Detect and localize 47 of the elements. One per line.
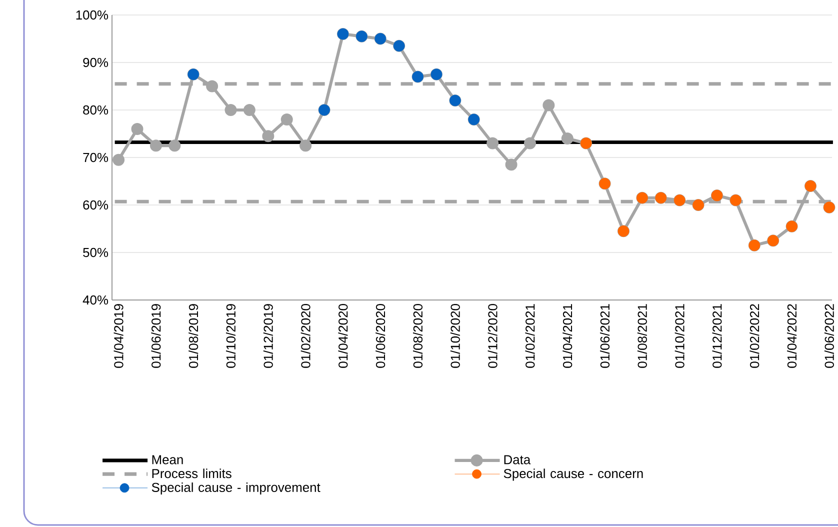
legend-label: Data — [504, 455, 531, 464]
x-tick-label: 01/08/2021 — [637, 304, 647, 368]
y-tick-label: 100% — [76, 10, 108, 20]
y-tick-label: 40% — [82, 295, 108, 305]
point — [112, 154, 125, 166]
x-tick-label: 01/02/2022 — [750, 304, 760, 368]
x-tick-label: 01/06/2022 — [824, 304, 834, 368]
x-tick-label: 01/10/2019 — [226, 304, 236, 368]
y-tick-label: 90% — [83, 58, 108, 68]
point — [280, 114, 293, 126]
x-tick-label: 01/02/2020 — [300, 304, 310, 368]
x-tick-label: 01/02/2021 — [525, 304, 535, 368]
point — [300, 140, 312, 152]
x-tick-label: 01/04/2021 — [562, 304, 572, 368]
point — [524, 137, 536, 150]
legend-label: Process limits — [152, 468, 232, 478]
y-tick-label: 50% — [83, 248, 108, 258]
legend-label: Special cause - concern — [504, 468, 643, 481]
x-tick-label: 01/04/2022 — [787, 304, 797, 368]
x-tick-label: 01/06/2020 — [376, 304, 386, 368]
x-tick-label: 01/04/2020 — [338, 304, 348, 368]
y-tick-label: 80% — [83, 105, 108, 115]
x-tick-label: 01/08/2020 — [413, 304, 423, 368]
x-tick-label: 01/04/2019 — [114, 304, 124, 368]
point — [243, 104, 256, 116]
x-tick-label: 01/06/2021 — [600, 304, 610, 368]
point — [224, 104, 237, 116]
point — [505, 158, 518, 171]
point — [561, 132, 574, 144]
x-tick-label: 01/08/2019 — [188, 304, 198, 368]
point — [131, 123, 144, 135]
x-tick-label: 01/12/2021 — [712, 304, 722, 368]
x-tick-label: 01/06/2019 — [151, 304, 161, 368]
point — [150, 140, 162, 152]
point — [542, 99, 555, 112]
y-tick-label: 60% — [83, 200, 108, 210]
x-tick-label: 01/10/2021 — [674, 304, 684, 368]
x-tick-label: 01/10/2020 — [450, 304, 460, 368]
x-tick-label: 01/12/2020 — [488, 304, 498, 368]
legend-label: Mean — [152, 455, 183, 464]
legend-label: Special cause - improvement — [152, 482, 320, 495]
y-tick-label: 70% — [83, 152, 108, 162]
point — [206, 80, 218, 92]
point — [486, 137, 499, 150]
point — [168, 140, 181, 152]
x-tick-label: 01/12/2019 — [263, 304, 273, 368]
point — [262, 130, 274, 142]
